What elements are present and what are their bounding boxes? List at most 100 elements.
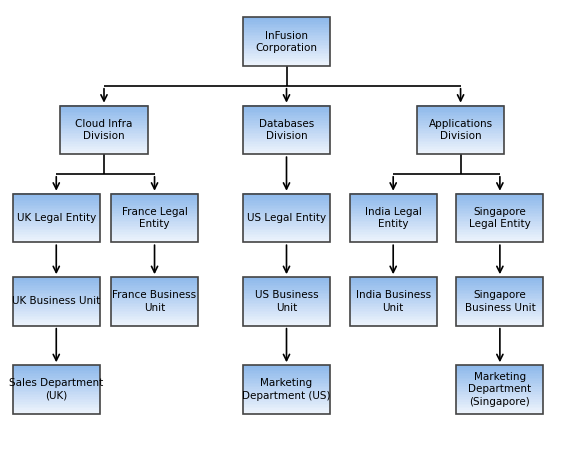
- Bar: [243, 25, 330, 27]
- Bar: [243, 139, 330, 141]
- Bar: [243, 375, 330, 377]
- Bar: [350, 312, 437, 315]
- Bar: [111, 315, 198, 318]
- Bar: [350, 208, 437, 210]
- Bar: [13, 198, 100, 200]
- Bar: [243, 149, 330, 151]
- Bar: [13, 214, 100, 216]
- Bar: [350, 296, 437, 298]
- Bar: [243, 195, 330, 197]
- Bar: [243, 147, 330, 149]
- Bar: [417, 115, 504, 117]
- Bar: [243, 206, 330, 208]
- Bar: [243, 141, 330, 143]
- Bar: [243, 131, 330, 133]
- Bar: [13, 312, 100, 315]
- Bar: [456, 387, 543, 389]
- Bar: [243, 218, 330, 219]
- Bar: [13, 377, 100, 380]
- Bar: [111, 312, 198, 315]
- Bar: [456, 314, 543, 316]
- Bar: [456, 407, 543, 409]
- Bar: [417, 126, 504, 128]
- Text: Databases
Division: Databases Division: [259, 119, 314, 141]
- Bar: [111, 286, 198, 289]
- Bar: [456, 278, 543, 280]
- Bar: [243, 373, 330, 375]
- Text: Applications
Division: Applications Division: [429, 119, 493, 141]
- Bar: [456, 281, 543, 283]
- Bar: [243, 144, 330, 146]
- Bar: [243, 312, 330, 315]
- Bar: [243, 399, 330, 401]
- Bar: [243, 315, 330, 318]
- Bar: [243, 193, 330, 242]
- Bar: [243, 236, 330, 237]
- Bar: [111, 224, 198, 226]
- Bar: [111, 211, 198, 213]
- Bar: [111, 196, 198, 199]
- Bar: [243, 193, 330, 195]
- Bar: [456, 288, 543, 290]
- Bar: [350, 304, 437, 306]
- Bar: [350, 219, 437, 221]
- Bar: [456, 226, 543, 228]
- Bar: [243, 204, 330, 207]
- Bar: [13, 412, 100, 414]
- Bar: [61, 105, 147, 107]
- Bar: [243, 365, 330, 367]
- Bar: [243, 319, 330, 321]
- Bar: [350, 238, 437, 241]
- Bar: [456, 304, 543, 306]
- Bar: [350, 322, 437, 324]
- Bar: [111, 303, 198, 305]
- Bar: [243, 210, 330, 211]
- Bar: [13, 236, 100, 237]
- Bar: [350, 283, 437, 285]
- Bar: [243, 311, 330, 313]
- Bar: [350, 216, 437, 218]
- Bar: [417, 142, 504, 144]
- Bar: [243, 294, 330, 297]
- Bar: [243, 371, 330, 373]
- Bar: [243, 403, 330, 406]
- Bar: [61, 110, 147, 112]
- Bar: [417, 134, 504, 136]
- Bar: [417, 138, 504, 140]
- Bar: [13, 315, 100, 318]
- Bar: [111, 322, 198, 324]
- Bar: [456, 224, 543, 226]
- Bar: [13, 208, 100, 210]
- Bar: [13, 285, 100, 287]
- Text: France Business
Unit: France Business Unit: [112, 290, 197, 313]
- Bar: [243, 27, 330, 29]
- Bar: [243, 59, 330, 61]
- Bar: [243, 314, 330, 316]
- Bar: [13, 403, 100, 406]
- Bar: [456, 227, 543, 229]
- Bar: [456, 403, 543, 406]
- Bar: [456, 309, 543, 311]
- Bar: [13, 324, 100, 326]
- Bar: [61, 120, 147, 122]
- Bar: [350, 286, 437, 289]
- Bar: [417, 150, 504, 153]
- Bar: [61, 115, 147, 117]
- Bar: [456, 389, 543, 391]
- Bar: [13, 289, 100, 292]
- Bar: [456, 368, 543, 370]
- Bar: [350, 221, 437, 223]
- Bar: [350, 214, 437, 216]
- Bar: [456, 198, 543, 200]
- Bar: [456, 211, 543, 213]
- Bar: [243, 203, 330, 205]
- Bar: [61, 142, 147, 144]
- Bar: [111, 278, 198, 280]
- Bar: [13, 288, 100, 290]
- Bar: [350, 193, 437, 242]
- Bar: [243, 397, 330, 399]
- Bar: [243, 383, 330, 385]
- Bar: [350, 227, 437, 229]
- Bar: [13, 394, 100, 396]
- Bar: [13, 278, 100, 280]
